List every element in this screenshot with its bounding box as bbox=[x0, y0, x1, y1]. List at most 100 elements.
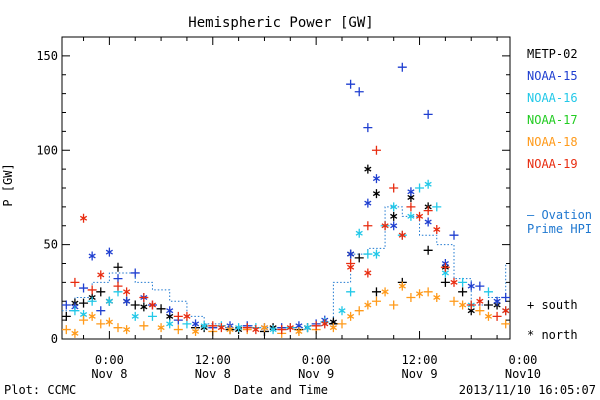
point-noaa-16-south bbox=[458, 277, 468, 287]
point-metp-02-north bbox=[390, 211, 398, 221]
point-noaa-18-north bbox=[260, 323, 269, 333]
legend-noaa-18: NOAA-18 bbox=[527, 135, 578, 149]
point-noaa-18-north bbox=[347, 311, 355, 321]
point-noaa-15-north bbox=[364, 198, 372, 208]
point-noaa-18-south bbox=[354, 306, 364, 316]
point-noaa-18-south bbox=[371, 296, 381, 306]
point-noaa-15-north bbox=[424, 217, 432, 227]
point-noaa-16-north bbox=[407, 211, 415, 221]
point-noaa-18-south bbox=[96, 319, 106, 329]
point-noaa-15-south bbox=[130, 268, 140, 278]
point-noaa-19-north bbox=[347, 262, 355, 272]
series-marks bbox=[62, 62, 596, 338]
point-noaa-16-south bbox=[587, 268, 596, 277]
y-axis: 0 50 100 150 bbox=[36, 36, 510, 346]
y-tick-label: 50 bbox=[44, 238, 58, 252]
point-noaa-15-south bbox=[397, 62, 407, 72]
point-noaa-18-south bbox=[579, 312, 588, 321]
point-noaa-15-north bbox=[493, 296, 501, 306]
point-noaa-18-north bbox=[589, 308, 595, 317]
y-axis-label: P [GW] bbox=[1, 163, 15, 206]
point-metp-02-south bbox=[156, 304, 166, 314]
y-tick-label: 100 bbox=[36, 143, 58, 157]
point-noaa-15-south bbox=[501, 292, 510, 302]
point-metp-02-south bbox=[354, 253, 364, 263]
point-noaa-18-south bbox=[139, 321, 149, 331]
point-noaa-16-north bbox=[372, 249, 381, 259]
plot-credit: Plot: CCMC bbox=[4, 383, 76, 397]
legend-marker-north: * north bbox=[527, 328, 578, 342]
point-metp-02-south bbox=[130, 300, 140, 310]
point-noaa-19-north bbox=[381, 221, 389, 231]
point-noaa-18-south bbox=[113, 323, 123, 333]
point-noaa-18-north bbox=[226, 325, 234, 335]
point-noaa-16-south bbox=[182, 319, 192, 329]
point-metp-02-north bbox=[364, 164, 372, 174]
point-noaa-16-north bbox=[200, 321, 208, 331]
point-noaa-15-north bbox=[123, 296, 131, 306]
point-noaa-16-south bbox=[432, 202, 442, 212]
point-noaa-18-south bbox=[449, 296, 459, 306]
point-noaa-16-south bbox=[346, 287, 356, 297]
point-noaa-18-south bbox=[79, 315, 89, 325]
point-metp-02-south bbox=[96, 287, 106, 297]
point-noaa-16-south bbox=[87, 296, 97, 306]
point-noaa-19-north bbox=[502, 306, 510, 316]
legend: METP-02 NOAA-15 NOAA-16 NOAA-17 NOAA-18 NOAA-… bbox=[527, 47, 592, 342]
point-noaa-18-south bbox=[406, 292, 416, 302]
point-noaa-15-south bbox=[113, 274, 123, 284]
point-metp-02-south bbox=[458, 287, 468, 297]
point-noaa-19-south bbox=[389, 183, 399, 193]
point-noaa-19-north bbox=[450, 277, 458, 287]
point-noaa-18-south bbox=[389, 300, 399, 310]
point-noaa-15-south bbox=[346, 79, 356, 89]
point-metp-02-south bbox=[483, 300, 493, 310]
point-noaa-19-south bbox=[139, 292, 149, 302]
point-noaa-16-north bbox=[235, 323, 243, 333]
point-noaa-18-south bbox=[423, 287, 433, 297]
point-noaa-15-north bbox=[407, 187, 415, 197]
point-noaa-19-south bbox=[87, 285, 97, 295]
point-noaa-18-north bbox=[295, 326, 303, 336]
point-noaa-18-north bbox=[364, 300, 372, 310]
point-noaa-18-north bbox=[329, 323, 337, 333]
point-noaa-18-south bbox=[62, 325, 71, 335]
point-noaa-19-north bbox=[79, 213, 88, 223]
ovation-prime-line bbox=[62, 206, 510, 331]
point-noaa-19-north bbox=[148, 300, 157, 310]
x-tick-time-label: 12:00 bbox=[195, 353, 231, 367]
point-noaa-16-north bbox=[571, 312, 577, 321]
point-noaa-15-south bbox=[536, 285, 545, 294]
legend-noaa-17: NOAA-17 bbox=[527, 113, 578, 127]
point-noaa-15-south bbox=[423, 109, 433, 119]
point-noaa-19-north bbox=[217, 323, 225, 333]
point-noaa-18-north bbox=[88, 311, 96, 321]
point-noaa-18-south bbox=[337, 319, 347, 329]
point-noaa-15-north bbox=[166, 306, 174, 316]
point-noaa-18-south bbox=[553, 316, 562, 325]
point-noaa-19-north bbox=[433, 225, 441, 235]
point-noaa-19-north bbox=[286, 323, 294, 333]
point-metp-02-south bbox=[113, 262, 123, 272]
point-metp-02-south bbox=[423, 245, 433, 255]
point-noaa-18-north bbox=[71, 328, 79, 338]
point-noaa-16-north bbox=[105, 296, 113, 306]
plot-timestamp: 2013/11/10 16:05:07 bbox=[459, 383, 596, 397]
chart-title: Hemispheric Power [GW] bbox=[188, 15, 373, 31]
point-noaa-15-north bbox=[88, 251, 96, 261]
point-noaa-18-north bbox=[433, 292, 441, 302]
point-noaa-19-north bbox=[364, 268, 372, 278]
point-metp-02-north bbox=[520, 297, 526, 306]
x-tick-date-label: Nov 9 bbox=[298, 367, 334, 381]
point-noaa-18-north bbox=[415, 289, 424, 299]
ovation-prime-step-line bbox=[62, 206, 510, 331]
legend-ovation-prime-hpi: Prime HPI bbox=[527, 222, 592, 236]
point-noaa-19-south bbox=[311, 321, 321, 331]
point-noaa-15-north bbox=[191, 319, 200, 329]
point-metp-02-south bbox=[62, 311, 71, 321]
x-tick-date-label: Nov 8 bbox=[91, 367, 127, 381]
point-noaa-19-south bbox=[173, 311, 183, 321]
legend-noaa-15: NOAA-15 bbox=[527, 69, 578, 83]
